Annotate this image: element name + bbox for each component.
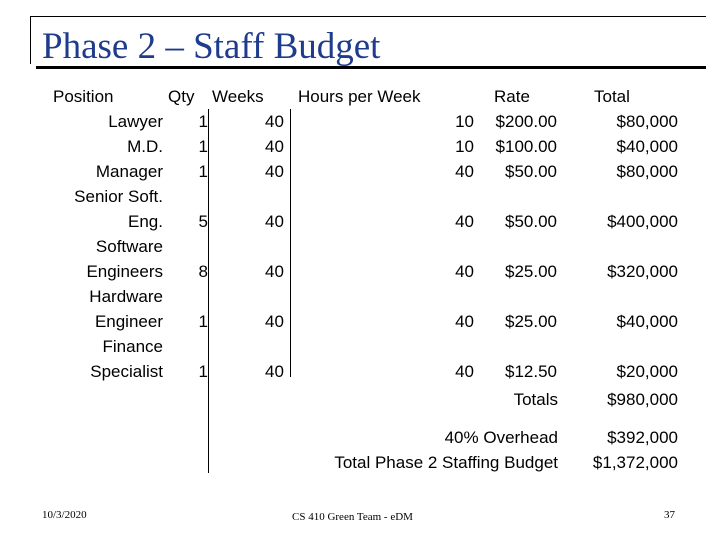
header-weeks: Weeks xyxy=(212,87,264,106)
footer-center-text: CS 410 Green Team - eDM xyxy=(292,511,413,523)
total-cell: $20,000 xyxy=(616,362,678,381)
footer-page-number: 37 xyxy=(664,509,675,521)
slide-title: Phase 2 – Staff Budget xyxy=(42,26,381,67)
totals-label: Totals xyxy=(513,390,558,409)
frame-top-line xyxy=(30,16,706,17)
rate-cell: $50.00 xyxy=(505,212,557,231)
overhead-label: 40% Overhead xyxy=(444,428,558,447)
overhead-value: $392,000 xyxy=(607,428,678,447)
total-cell: $40,000 xyxy=(616,312,678,331)
total-cell: $80,000 xyxy=(616,162,678,181)
position-cell: Specialist xyxy=(90,362,163,381)
qty-cell: 8 xyxy=(198,262,208,281)
header-position: Position xyxy=(53,87,114,106)
position-cell: Engineer xyxy=(94,312,163,331)
rate-cell: $25.00 xyxy=(505,312,557,331)
total-cell: $40,000 xyxy=(616,137,678,156)
rate-cell: $200.00 xyxy=(495,112,557,131)
position-cell: Software xyxy=(95,237,163,256)
position-cell: Finance xyxy=(102,337,163,356)
column-divider-weeks xyxy=(290,109,291,377)
position-cell: Engineers xyxy=(86,262,163,281)
rate-cell: $50.00 xyxy=(505,162,557,181)
qty-cell: 1 xyxy=(198,362,208,381)
header-hours: Hours per Week xyxy=(298,87,421,106)
weeks-cell: 40 xyxy=(265,362,284,381)
qty-cell: 1 xyxy=(198,137,208,156)
qty-cell: 5 xyxy=(198,212,208,231)
rate-cell: $100.00 xyxy=(495,137,557,156)
header-rate: Rate xyxy=(494,87,530,106)
position-cell: Lawyer xyxy=(108,112,163,131)
header-qty: Qty xyxy=(168,87,195,106)
frame-left-line xyxy=(30,16,31,64)
weeks-cell: 40 xyxy=(265,262,284,281)
hours-cell: 40 xyxy=(455,212,474,231)
weeks-cell: 40 xyxy=(265,312,284,331)
totals-value: $980,000 xyxy=(607,390,678,409)
hours-cell: 40 xyxy=(455,162,474,181)
weeks-cell: 40 xyxy=(265,112,284,131)
rate-cell: $25.00 xyxy=(505,262,557,281)
total-cell: $80,000 xyxy=(616,112,678,131)
footer-date: 10/3/2020 xyxy=(42,509,87,521)
header-total: Total xyxy=(594,87,630,106)
hours-cell: 40 xyxy=(455,312,474,331)
hours-cell: 10 xyxy=(455,137,474,156)
qty-cell: 1 xyxy=(198,162,208,181)
rate-cell: $12.50 xyxy=(505,362,557,381)
weeks-cell: 40 xyxy=(265,212,284,231)
position-cell: Senior Soft. xyxy=(74,187,163,206)
hours-cell: 40 xyxy=(455,262,474,281)
position-cell: Eng. xyxy=(128,212,163,231)
weeks-cell: 40 xyxy=(265,137,284,156)
hours-cell: 10 xyxy=(455,112,474,131)
budget-value: $1,372,000 xyxy=(592,453,678,472)
total-cell: $320,000 xyxy=(607,262,678,281)
column-divider-qty xyxy=(208,109,209,473)
total-cell: $400,000 xyxy=(607,212,678,231)
hours-cell: 40 xyxy=(455,362,474,381)
title-rule xyxy=(36,66,706,69)
position-cell: Manager xyxy=(95,162,163,181)
position-cell: Hardware xyxy=(89,287,163,306)
weeks-cell: 40 xyxy=(265,162,284,181)
qty-cell: 1 xyxy=(198,112,208,131)
qty-cell: 1 xyxy=(198,312,208,331)
position-cell: M.D. xyxy=(127,137,163,156)
budget-label: Total Phase 2 Staffing Budget xyxy=(334,453,558,472)
